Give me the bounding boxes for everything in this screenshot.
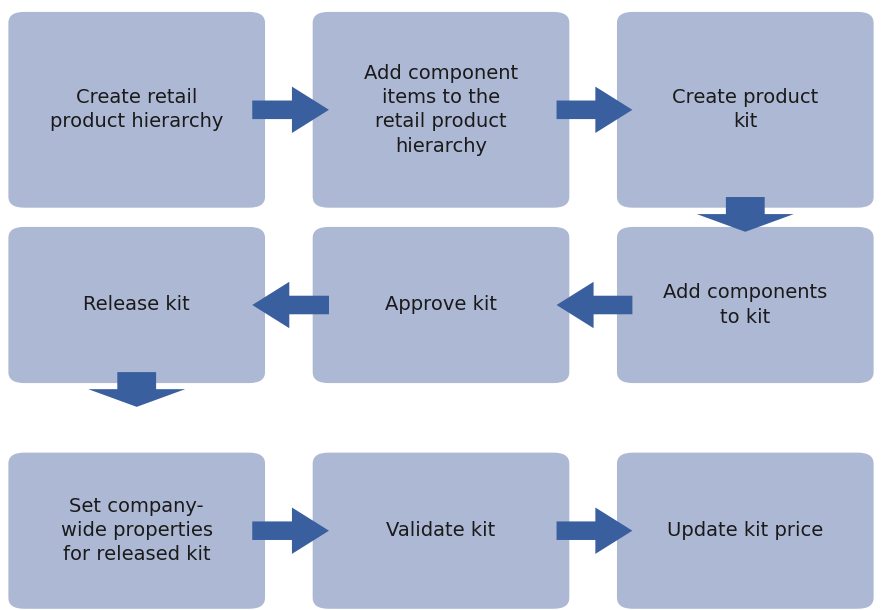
Polygon shape: [88, 372, 185, 407]
FancyBboxPatch shape: [617, 453, 873, 609]
Text: Approve kit: Approve kit: [385, 295, 497, 315]
Text: Add component
items to the
retail product
hierarchy: Add component items to the retail produc…: [364, 64, 518, 156]
Text: Create retail
product hierarchy: Create retail product hierarchy: [50, 88, 223, 131]
Polygon shape: [697, 197, 794, 232]
FancyBboxPatch shape: [8, 453, 265, 609]
FancyBboxPatch shape: [8, 12, 265, 207]
Polygon shape: [557, 508, 632, 554]
Polygon shape: [252, 282, 329, 328]
FancyBboxPatch shape: [8, 227, 265, 383]
Text: Create product
kit: Create product kit: [672, 88, 818, 131]
FancyBboxPatch shape: [617, 227, 873, 383]
Polygon shape: [557, 87, 632, 133]
Text: Release kit: Release kit: [83, 295, 191, 315]
Text: Validate kit: Validate kit: [386, 521, 496, 540]
Text: Set company-
wide properties
for released kit: Set company- wide properties for release…: [61, 497, 213, 564]
Text: Update kit price: Update kit price: [667, 521, 824, 540]
Polygon shape: [252, 508, 329, 554]
Polygon shape: [252, 87, 329, 133]
FancyBboxPatch shape: [617, 12, 873, 207]
FancyBboxPatch shape: [312, 227, 570, 383]
FancyBboxPatch shape: [312, 453, 570, 609]
FancyBboxPatch shape: [312, 12, 570, 207]
Polygon shape: [557, 282, 632, 328]
Text: Add components
to kit: Add components to kit: [663, 284, 827, 326]
